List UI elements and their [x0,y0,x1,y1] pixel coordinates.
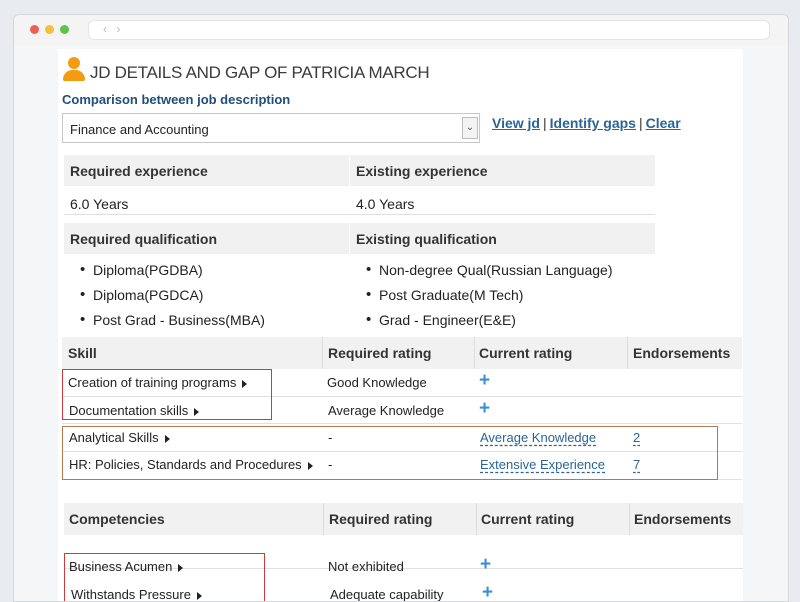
competencies-table-header: Competencies Required rating Current rat… [64,503,743,535]
existing-qualification-item: Non-degree Qual(Russian Language) [366,261,613,278]
user-icon [62,57,86,83]
endorsements-count-link[interactable]: 2 [633,430,641,445]
current-rating-column-header: Current rating [479,345,573,361]
view-jd-link[interactable]: View jd [492,115,540,131]
competency-name-label: Withstands Pressure [71,587,191,601]
required-qualification-header-label: Required qualification [70,231,218,247]
competency-gap-highlight [64,553,265,601]
required-experience-value: 6.0 Years [70,196,129,212]
column-divider [629,503,630,535]
page-title: JD DETAILS AND GAP OF PATRICIA MARCH [90,63,430,82]
plus-icon[interactable]: + [482,582,494,601]
existing-qualification-header-label: Existing qualification [356,231,497,247]
required-rating-column-header: Required rating [329,511,433,527]
endorsements-column-header: Endorsements [633,345,731,361]
competency-row-name[interactable]: Withstands Pressure [71,587,202,601]
job-description-selected-value: Finance and Accounting [70,122,209,137]
skill-row-name[interactable]: Analytical Skills [69,430,170,445]
competency-row-name[interactable]: Business Acumen [69,559,184,574]
row-divider [64,214,655,215]
row-divider [64,568,743,569]
page-content: JD DETAILS AND GAP OF PATRICIA MARCH Com… [58,49,743,601]
row-divider [62,451,742,452]
browser-window: ‹ › JD DETAILS AND GAP OF PATRICIA MARCH… [13,14,789,602]
skill-current-rating-link[interactable]: Extensive Experience [480,457,606,472]
plus-icon[interactable]: + [480,554,492,575]
plus-icon[interactable]: + [479,370,491,391]
required-qualification-header: Required qualification [64,223,349,254]
identify-gaps-link[interactable]: Identify gaps [549,115,636,131]
required-qualification-item: Diploma(PGDBA) [80,261,203,278]
comparison-label: Comparison between job description [62,92,291,107]
skill-row-name[interactable]: HR: Policies, Standards and Procedures [69,457,313,472]
column-divider [474,337,475,369]
link-separator: | [638,115,643,131]
column-divider [322,337,323,369]
clear-link[interactable]: Clear [645,115,681,131]
caret-right-icon[interactable] [194,408,200,416]
caret-right-icon[interactable] [164,435,170,443]
skill-name-label: Documentation skills [69,403,189,418]
row-divider [62,423,742,424]
chevron-down-icon[interactable]: ⌄ [462,117,478,139]
competency-required-rating: Adequate capability [330,587,444,601]
caret-right-icon[interactable] [196,592,202,600]
competency-name-label: Business Acumen [69,559,173,574]
minimize-window-button[interactable] [45,25,54,34]
existing-experience-header: Existing experience [350,155,655,186]
skill-required-rating: - [328,457,333,472]
skill-name-label: Creation of training programs [68,375,237,390]
endorsements-count-link[interactable]: 7 [633,457,641,472]
skill-required-rating: Good Knowledge [327,375,427,390]
current-rating-column-header: Current rating [481,511,575,527]
required-rating-column-header: Required rating [328,345,432,361]
caret-right-icon[interactable] [307,462,313,470]
action-links: View jd | Identify gaps | Clear [492,115,681,131]
required-experience-header: Required experience [64,155,349,186]
endorsements-column-header: Endorsements [634,511,732,527]
required-experience-header-label: Required experience [70,163,208,179]
required-qualification-item: Diploma(PGDCA) [80,286,204,303]
browser-titlebar: ‹ › [14,15,788,45]
existing-qualification-header: Existing qualification [350,223,655,254]
competency-required-rating: Not exhibited [328,559,404,574]
plus-icon[interactable]: + [479,398,491,419]
skill-column-header: Skill [68,345,97,361]
skill-row-name[interactable]: Creation of training programs [68,375,248,390]
existing-experience-header-label: Existing experience [356,163,488,179]
address-bar[interactable]: ‹ › [88,20,770,40]
maximize-window-button[interactable] [60,25,69,34]
skill-name-label: HR: Policies, Standards and Procedures [69,457,302,472]
skill-row-name[interactable]: Documentation skills [69,403,200,418]
job-description-select[interactable]: Finance and Accounting ⌄ [62,113,480,143]
caret-right-icon[interactable] [178,564,184,572]
column-divider [323,503,324,535]
column-divider [627,337,628,369]
competencies-column-header: Competencies [69,511,165,527]
caret-right-icon[interactable] [242,380,248,388]
existing-qualification-item: Grad - Engineer(E&E) [366,311,516,328]
skill-required-rating: - [328,430,333,445]
column-divider [476,503,477,535]
close-window-button[interactable] [30,25,39,34]
row-divider [62,396,742,397]
skill-gap-highlight [62,369,272,420]
link-separator: | [542,115,547,131]
required-qualification-item: Post Grad - Business(MBA) [80,311,265,328]
back-forward-icon[interactable]: ‹ › [103,22,124,36]
existing-qualification-item: Post Graduate(M Tech) [366,286,524,303]
additional-skills-highlight [62,426,718,480]
existing-experience-value: 4.0 Years [356,196,415,212]
skill-required-rating: Average Knowledge [328,403,445,418]
skill-current-rating-link[interactable]: Average Knowledge [480,430,597,445]
skill-name-label: Analytical Skills [69,430,159,445]
skills-table-header: Skill Required rating Current rating End… [62,337,742,369]
